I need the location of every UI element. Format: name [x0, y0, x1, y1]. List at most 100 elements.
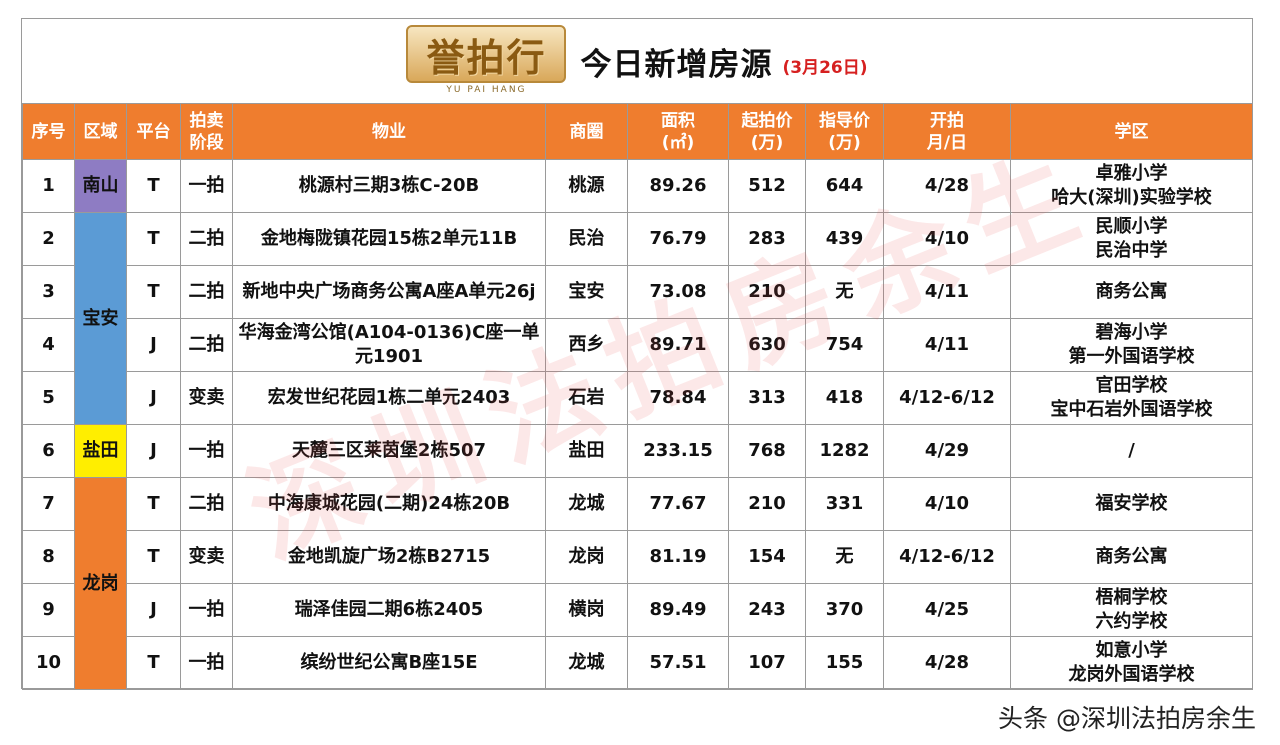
header-start-line2: (万) [750, 132, 784, 153]
cell-open-date: 4/11 [883, 318, 1011, 372]
header-area-line2: (㎡) [661, 132, 695, 153]
cell-area: 73.08 [627, 265, 729, 319]
cell-platform: T [126, 212, 181, 266]
table-row: 8 T 变卖 金地凯旋广场2栋B2715 龙岗 81.19 154 无 4/12… [22, 530, 1253, 584]
cell-property: 金地梅陇镇花园15栋2单元11B [232, 212, 546, 266]
cell-open-date: 4/12-6/12 [883, 530, 1011, 584]
cell-platform: T [126, 477, 181, 531]
cell-platform: J [126, 583, 181, 637]
cell-start-price: 210 [728, 477, 806, 531]
cell-school: 官田学校 宝中石岩外国语学校 [1010, 371, 1253, 425]
cell-school: 卓雅小学 哈大(深圳)实验学校 [1010, 159, 1253, 213]
cell-district: 盐田 [545, 424, 628, 478]
cell-seq: 3 [22, 265, 75, 319]
table-row: 7 龙岗 T 二拍 中海康城花园(二期)24栋20B 龙城 77.67 210 … [22, 477, 1253, 690]
cell-property: 瑞泽佳园二期6栋2405 [232, 583, 546, 637]
cell-open-date: 4/11 [883, 265, 1011, 319]
cell-seq: 7 [22, 477, 75, 531]
cell-start-price: 243 [728, 583, 806, 637]
cell-seq: 6 [22, 424, 75, 478]
school-line2: 第一外国语学校 [1068, 346, 1195, 367]
header-guide-line2: (万) [828, 132, 861, 153]
cell-school: 商务公寓 [1010, 530, 1253, 584]
cell-start-price: 107 [728, 636, 806, 690]
table-row: 5 J 变卖 宏发世纪花园1栋二单元2403 石岩 78.84 313 418 … [22, 371, 1253, 425]
source-credit: 头条 @深圳法拍房余生 [998, 704, 1256, 733]
cell-seq: 10 [22, 636, 75, 690]
cell-property: 缤纷世纪公寓B座15E [232, 636, 546, 690]
cell-start-price: 210 [728, 265, 806, 319]
cell-seq: 1 [22, 159, 75, 213]
header-date-line1: 开拍 [930, 110, 964, 131]
table-row: 10 T 一拍 缤纷世纪公寓B座15E 龙城 57.51 107 155 4/2… [22, 636, 1253, 690]
header-guide-line1: 指导价 [819, 110, 870, 131]
table-row: 4 J 二拍 华海金湾公馆(A104-0136)C座一单元1901 西乡 89.… [22, 318, 1253, 372]
page-title: 今日新增房源 [580, 46, 773, 83]
header-start-price: 起拍价 (万) [728, 103, 806, 160]
cell-stage: 二拍 [180, 212, 233, 266]
cell-start-price: 313 [728, 371, 806, 425]
cell-area: 78.84 [627, 371, 729, 425]
cell-district: 石岩 [545, 371, 628, 425]
cell-seq: 4 [22, 318, 75, 372]
cell-school: 福安学校 [1010, 477, 1253, 531]
cell-school: 梧桐学校 六约学校 [1010, 583, 1253, 637]
table-row: 3 T 二拍 新地中央广场商务公寓A座A单元26j 宝安 73.08 210 无… [22, 265, 1253, 319]
cell-start-price: 154 [728, 530, 806, 584]
header-guide-price: 指导价 (万) [805, 103, 884, 160]
listing-table: 序号 区域 平台 拍卖 阶段 物业 商圈 面积 (㎡) 起拍价 (万) 指导价 (万) … [22, 103, 1253, 690]
cell-area: 57.51 [627, 636, 729, 690]
cell-area: 89.49 [627, 583, 729, 637]
header-row: 序号 区域 平台 拍卖 阶段 物业 商圈 面积 (㎡) 起拍价 (万) 指导价 (万) … [22, 103, 1253, 160]
cell-area: 89.71 [627, 318, 729, 372]
cell-start-price: 512 [728, 159, 806, 213]
cell-area: 233.15 [627, 424, 729, 478]
table-row: 2 宝安 T 二拍 金地梅陇镇花园15栋2单元11B 民治 76.79 283 … [22, 212, 1253, 425]
cell-region-longgang: 龙岗 [74, 477, 127, 690]
header-seq: 序号 [22, 103, 75, 160]
cell-guide-price: 155 [805, 636, 884, 690]
cell-property: 桃源村三期3栋C-20B [232, 159, 546, 213]
cell-district: 龙城 [545, 477, 628, 531]
school-line1: 如意小学 [1095, 640, 1168, 661]
date-note: (3月26日) [782, 57, 868, 78]
cell-stage: 一拍 [180, 424, 233, 478]
cell-area: 81.19 [627, 530, 729, 584]
cell-stage: 变卖 [180, 371, 233, 425]
cell-platform: T [126, 265, 181, 319]
cell-school: 商务公寓 [1010, 265, 1253, 319]
listing-sheet: 誉拍行 YU PAI HANG 今日新增房源 (3月26日) 序号 区域 平台 … [21, 18, 1253, 690]
cell-guide-price: 439 [805, 212, 884, 266]
logo-badge: 誉拍行 [406, 25, 567, 83]
cell-seq: 9 [22, 583, 75, 637]
header-open-date: 开拍 月/日 [883, 103, 1011, 160]
cell-school: / [1010, 424, 1253, 478]
cell-guide-price: 418 [805, 371, 884, 425]
cell-guide-price: 370 [805, 583, 884, 637]
school-line1: 梧桐学校 [1095, 587, 1168, 608]
cell-open-date: 4/12-6/12 [883, 371, 1011, 425]
header-stage: 拍卖 阶段 [180, 103, 233, 160]
cell-school: 如意小学 龙岗外国语学校 [1010, 636, 1253, 690]
header-school: 学区 [1010, 103, 1253, 160]
cell-open-date: 4/28 [883, 636, 1011, 690]
school-line1: 民顺小学 [1095, 216, 1168, 237]
title-row: 誉拍行 YU PAI HANG 今日新增房源 (3月26日) [22, 19, 1252, 103]
cell-property: 宏发世纪花园1栋二单元2403 [232, 371, 546, 425]
cell-guide-price: 1282 [805, 424, 884, 478]
cell-seq: 8 [22, 530, 75, 584]
brand-logo: 誉拍行 YU PAI HANG [406, 25, 567, 97]
cell-property: 金地凯旋广场2栋B2715 [232, 530, 546, 584]
cell-platform: T [126, 636, 181, 690]
cell-school: 民顺小学 民治中学 [1010, 212, 1253, 266]
header-start-line1: 起拍价 [741, 110, 793, 131]
school-line2: 民治中学 [1095, 240, 1168, 261]
cell-stage: 一拍 [180, 636, 233, 690]
cell-stage: 一拍 [180, 583, 233, 637]
cell-area: 89.26 [627, 159, 729, 213]
cell-guide-price: 644 [805, 159, 884, 213]
school-line1: 卓雅小学 [1095, 163, 1168, 184]
header-property: 物业 [232, 103, 546, 160]
cell-open-date: 4/10 [883, 477, 1011, 531]
cell-guide-price: 无 [805, 530, 884, 584]
